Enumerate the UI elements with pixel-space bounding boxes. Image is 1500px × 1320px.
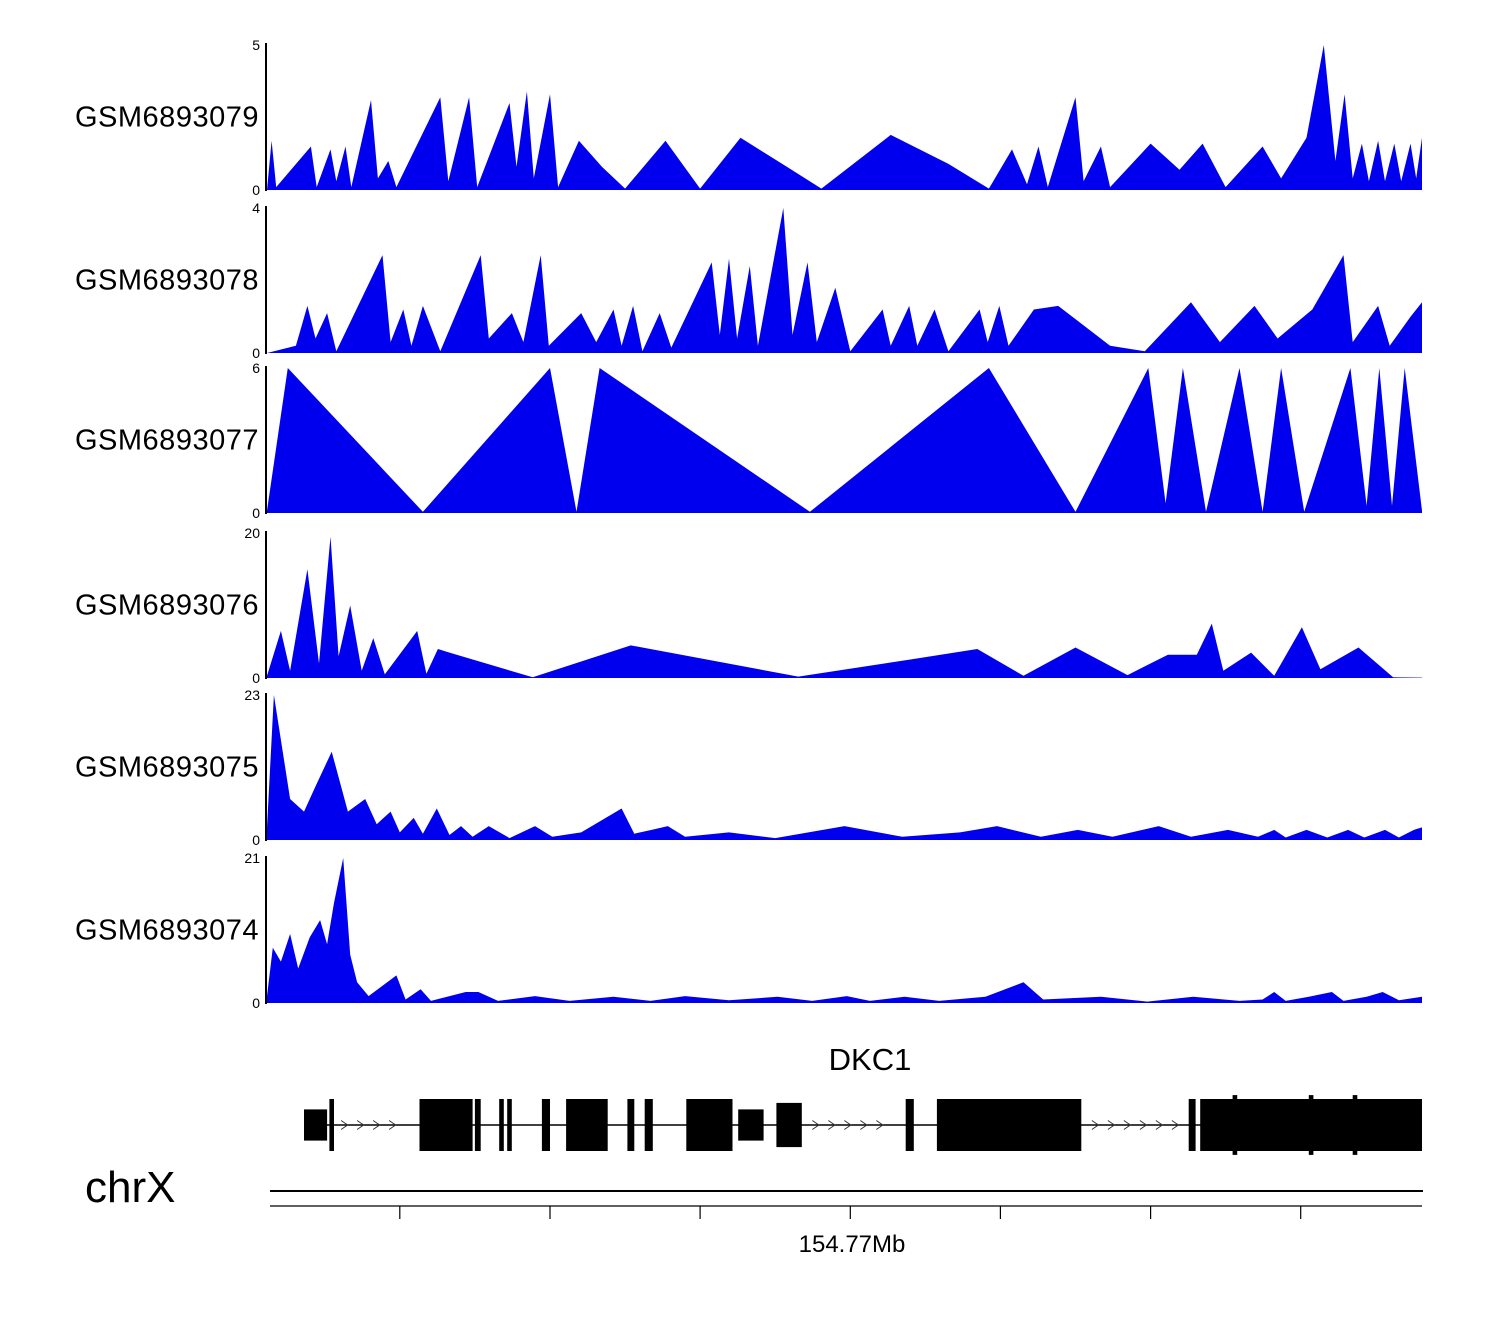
coverage-track-GSM6893077: GSM6893077 6 0: [0, 360, 1500, 521]
exon-box: [738, 1109, 764, 1141]
track-label: GSM6893077: [75, 424, 259, 456]
exon-box: [499, 1099, 504, 1151]
exon-box: [1352, 1095, 1358, 1155]
strand-arrow-icon: [356, 1120, 365, 1130]
exon-box: [304, 1109, 328, 1141]
strand-arrow-icon: [388, 1120, 397, 1130]
exon-box: [419, 1099, 473, 1151]
y-axis-line: [265, 693, 267, 841]
coverage-area: [267, 858, 1422, 1003]
coverage-track-GSM6893075: GSM6893075 23 0: [0, 687, 1500, 848]
y-zero-label: 0: [252, 182, 260, 198]
track-label: GSM6893074: [75, 914, 259, 946]
strand-arrow-icon: [812, 1120, 820, 1130]
strand-arrow-icon: [340, 1120, 349, 1130]
y-max-label: 4: [252, 200, 260, 216]
track-label: GSM6893075: [75, 751, 259, 783]
strand-arrow-icon: [1091, 1120, 1100, 1130]
coverage-track-GSM6893078: GSM6893078 4 0: [0, 200, 1500, 361]
y-max-label: 6: [252, 360, 260, 376]
strand-arrow-icon: [1139, 1120, 1148, 1130]
coverage-area: [267, 45, 1422, 190]
gene-model-track: [304, 1095, 1422, 1155]
exon-box: [566, 1099, 608, 1151]
exon-box: [776, 1102, 802, 1148]
y-zero-label: 0: [252, 505, 260, 521]
y-zero-label: 0: [252, 995, 260, 1011]
exon-box: [905, 1099, 914, 1151]
track-label: GSM6893079: [75, 101, 259, 133]
y-axis-line: [265, 366, 267, 514]
y-axis-line: [265, 856, 267, 1004]
exon-box: [507, 1099, 512, 1151]
strand-arrow-icon: [828, 1120, 836, 1130]
y-max-label: 20: [244, 525, 260, 541]
exon-box: [1308, 1095, 1314, 1155]
exon-box: [474, 1099, 481, 1151]
coverage-area: [267, 536, 1422, 678]
y-max-label: 5: [252, 37, 260, 53]
exon-box: [1232, 1095, 1238, 1155]
strand-arrow-icon: [372, 1120, 381, 1130]
exon-box: [541, 1099, 550, 1151]
y-axis-line: [265, 531, 267, 679]
exon-box: [936, 1099, 1082, 1151]
y-axis-line: [265, 43, 267, 191]
chromosome-label: chrX: [85, 1163, 176, 1212]
exon-box: [627, 1099, 635, 1151]
coverage-track-GSM6893076: GSM6893076 20 0: [0, 525, 1500, 686]
strand-arrow-icon: [844, 1120, 852, 1130]
exon-box: [686, 1099, 733, 1151]
strand-arrow-icon: [876, 1120, 884, 1130]
y-zero-label: 0: [252, 345, 260, 361]
strand-arrow-icon: [1155, 1120, 1164, 1130]
coverage-area: [267, 208, 1422, 353]
strand-arrow-icon: [1107, 1120, 1116, 1130]
coverage-area: [267, 368, 1422, 513]
exon-box: [329, 1099, 334, 1151]
coverage-track-GSM6893079: GSM6893079 5 0: [0, 37, 1500, 198]
gene-name-label: DKC1: [828, 1042, 912, 1077]
exon-box: [1188, 1099, 1196, 1151]
y-zero-label: 0: [252, 670, 260, 686]
axis-top-line: [270, 1190, 1423, 1192]
coverage-track-GSM6893074: GSM6893074 21 0: [0, 850, 1500, 1011]
strand-arrow-icon: [1123, 1120, 1132, 1130]
y-max-label: 21: [244, 850, 260, 866]
y-axis-line: [265, 206, 267, 354]
exon-box: [644, 1099, 653, 1151]
y-max-label: 23: [244, 687, 260, 703]
track-label: GSM6893076: [75, 589, 259, 621]
strand-arrow-icon: [1171, 1120, 1180, 1130]
genomic-axis: [270, 1205, 1422, 1219]
track-label: GSM6893078: [75, 264, 259, 296]
coverage-area: [267, 695, 1422, 840]
position-label: 154.77Mb: [798, 1231, 906, 1258]
strand-arrow-icon: [860, 1120, 868, 1130]
y-zero-label: 0: [252, 832, 260, 848]
